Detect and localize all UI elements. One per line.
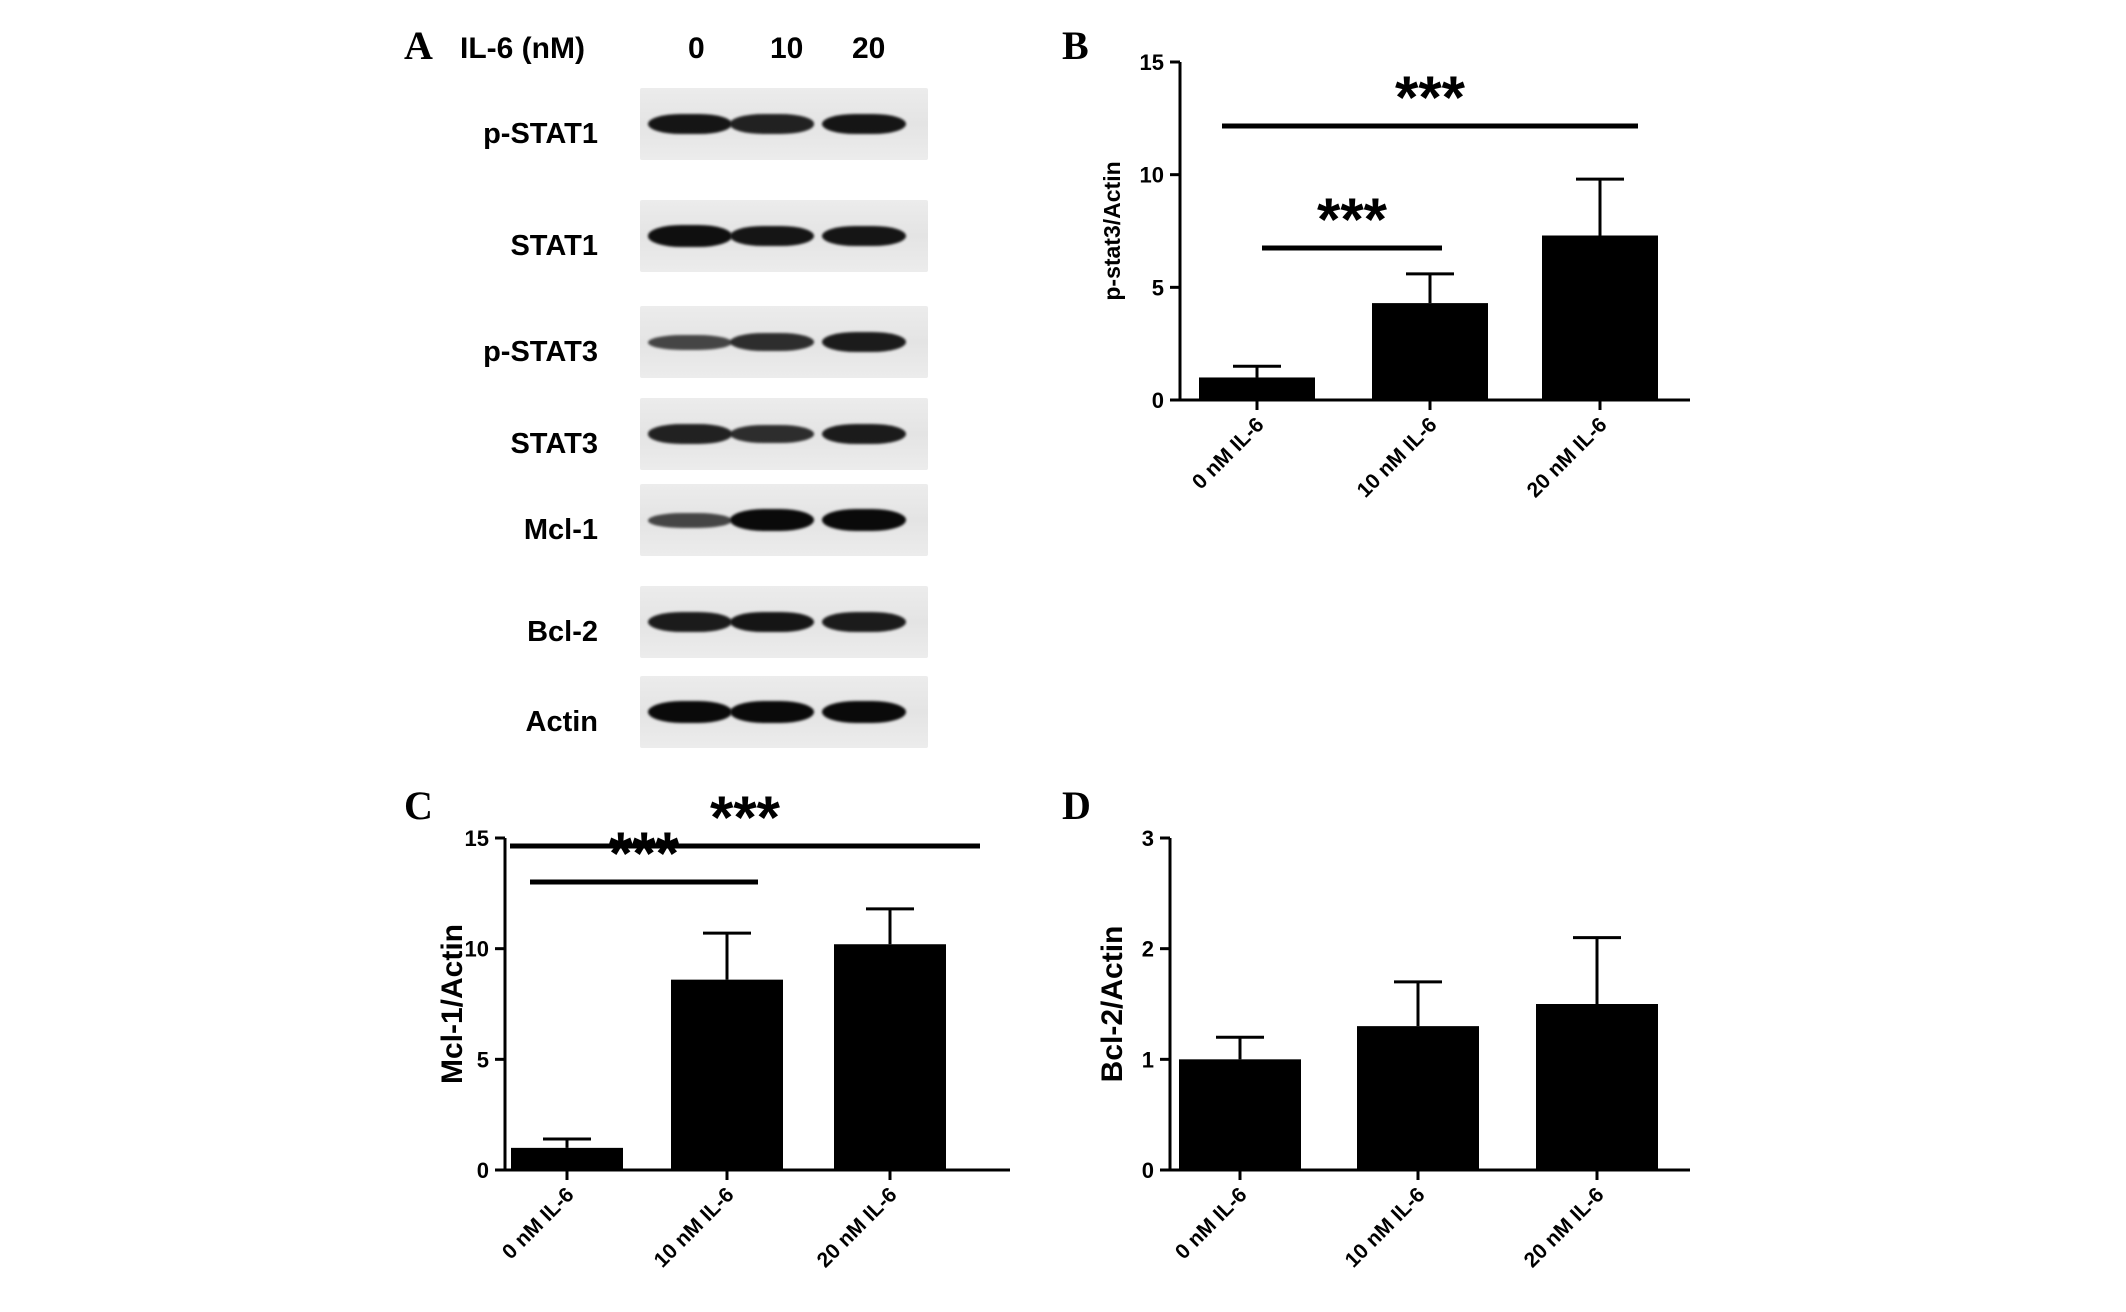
y-axis-label: Bcl-2/Actin [1096,926,1129,1083]
bar [671,979,783,1170]
bar [511,1147,623,1170]
y-tick-label: 2 [1142,937,1154,962]
blot-band [730,509,814,531]
y-tick-label: 3 [1142,826,1154,851]
protein-label-3: STAT3 [510,428,598,460]
bar [834,944,946,1170]
x-tick-label: 10 nM IL-6 [1341,1183,1430,1272]
blot-band [648,512,732,528]
blot-band [648,701,732,723]
x-tick-label: 20 nM IL-6 [1520,1183,1609,1272]
x-tick-label: 20 nM IL-6 [813,1183,902,1272]
y-tick-label: 0 [1152,388,1164,413]
chart-d: 0 1 2 3 Bcl-2/Actin 0 nM IL-6 10 nM IL-6 20 nM … [1096,826,1690,1272]
blot-band [730,114,814,134]
y-tick-label: 10 [1140,163,1164,188]
protein-label-6: Actin [525,706,599,738]
bar [1372,303,1488,400]
y-axis-label: p-stat3/Actin [1099,161,1125,300]
blot-band [730,425,814,443]
significance-label: *** [1317,186,1388,253]
panel-letter-b: B [1062,23,1089,68]
blot-band [648,113,732,135]
protein-label-1: STAT1 [510,230,598,262]
blot-band [730,225,814,247]
y-tick-label: 5 [1152,275,1164,300]
lane-label-1: 10 [770,32,804,65]
panel-letter-c: C [404,783,433,828]
y-tick-label: 15 [465,826,489,851]
significance-label: *** [710,784,781,851]
y-axis-label: Mcl-1/Actin [436,924,469,1084]
blot-band [822,225,906,247]
lane-label-2: 20 [852,32,886,65]
bar [1179,1059,1301,1170]
y-tick-label: 10 [465,937,489,962]
protein-label-0: p-STAT1 [483,118,598,150]
blot-band [648,612,732,632]
x-tick-label: 20 nM IL-6 [1523,413,1612,502]
blot-band [730,333,814,351]
protein-label-5: Bcl-2 [527,616,598,648]
western-blot-panel: IL-6 (nM) 0 10 20 p-STAT1 STAT1 p-STAT3 STA… [0,0,1060,760]
bar [1536,1004,1658,1170]
chart-c: 0 5 10 15 Mcl-1/Actin 0 nM IL-6 10 nM IL-6 20 n… [436,784,1010,1272]
y-tick-label: 5 [477,1047,489,1072]
y-tick-label: 15 [1140,50,1164,75]
y-tick-label: 0 [477,1158,489,1183]
significance-label: *** [1395,64,1466,131]
x-tick-label: 10 nM IL-6 [650,1183,739,1272]
blot-band [648,424,732,444]
blot-band [730,611,814,633]
significance-label: *** [609,820,680,887]
y-tick-label: 1 [1142,1047,1154,1072]
x-tick-label: 0 nM IL-6 [1188,413,1269,494]
blot-band [730,701,814,723]
blot-band [822,113,906,135]
blot-band [822,332,906,352]
blot-band [822,701,906,723]
x-tick-label: 0 nM IL-6 [1171,1183,1252,1264]
chart-b: 0 5 10 15 p-stat3/Actin 0 nM IL-6 10 nM IL-6 20… [1099,50,1690,502]
y-tick-label: 0 [1142,1158,1154,1183]
blot-band [822,509,906,531]
blot-band [648,225,732,247]
bar [1199,377,1315,400]
panel-letter-d: D [1062,783,1091,828]
blot-header-label: IL-6 (nM) [460,32,585,65]
x-tick-label: 10 nM IL-6 [1353,413,1442,502]
lane-label-0: 0 [688,32,705,65]
protein-label-4: Mcl-1 [523,514,598,546]
x-tick-label: 0 nM IL-6 [498,1183,579,1264]
panel-letter-a: A [404,23,433,68]
bar [1542,235,1658,400]
blot-band [822,424,906,444]
bar [1357,1026,1479,1170]
blot-band [822,612,906,632]
protein-label-2: p-STAT3 [483,336,598,368]
blot-band [648,334,732,350]
